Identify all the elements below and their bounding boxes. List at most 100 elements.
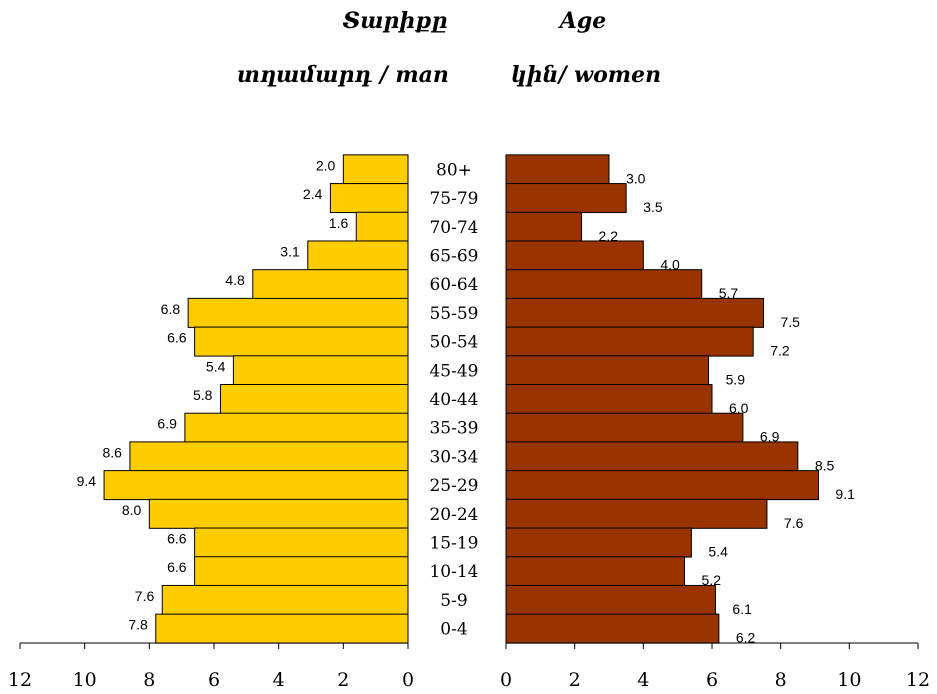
age-category-label: 50-54 <box>429 333 478 353</box>
men-value-label: 8.0 <box>122 502 142 518</box>
women-bar <box>505 441 799 472</box>
women-x-tick-label: 0 <box>500 669 512 691</box>
age-category-label: 35-39 <box>429 419 478 439</box>
men-value-label: 3.1 <box>280 243 300 259</box>
women-bar <box>505 613 720 644</box>
age-category-label: 10-14 <box>429 562 478 582</box>
men-bar <box>194 556 409 587</box>
men-bar <box>184 412 409 443</box>
women-value-label: 5.2 <box>702 572 722 588</box>
women-x-tick-label: 2 <box>569 669 581 691</box>
women-x-tick-label: 8 <box>775 669 787 691</box>
women-value-label: 5.4 <box>708 544 728 560</box>
women-bar <box>505 527 692 558</box>
men-value-label: 5.4 <box>206 358 226 374</box>
age-category-label: 15-19 <box>429 534 478 554</box>
women-bar <box>505 297 764 328</box>
men-value-label: 5.8 <box>193 387 213 403</box>
women-value-label: 6.2 <box>736 630 756 646</box>
header-women-label: կին/ women <box>511 62 661 88</box>
men-bar <box>219 384 409 414</box>
men-bar <box>194 326 409 357</box>
women-bar <box>505 384 713 414</box>
women-bar <box>505 412 744 443</box>
age-category-label: 40-44 <box>429 390 478 410</box>
women-value-label: 2.2 <box>599 228 619 244</box>
men-value-label: 1.6 <box>329 215 349 231</box>
men-x-tick-label: 6 <box>208 669 220 691</box>
men-bar <box>329 183 409 214</box>
women-value-label: 7.6 <box>784 515 804 531</box>
women-value-label: 4.0 <box>660 256 680 272</box>
age-category-label: 20-24 <box>429 505 478 525</box>
header-men-label: տղամարդ / man <box>237 62 449 88</box>
women-x-tick-label: 10 <box>837 669 861 691</box>
women-x-tick-label: 12 <box>906 669 930 691</box>
men-bar <box>129 441 409 472</box>
age-category-label: 25-29 <box>429 476 478 496</box>
men-x-tick-label: 2 <box>337 669 349 691</box>
men-value-label: 6.8 <box>161 301 181 317</box>
men-bar <box>187 297 409 328</box>
age-category-label: 5-9 <box>440 591 467 611</box>
men-bar <box>161 584 409 615</box>
men-bar <box>355 211 409 242</box>
age-category-label: 70-74 <box>429 218 478 238</box>
men-x-tick-label: 8 <box>143 669 155 691</box>
women-value-label: 6.9 <box>760 429 780 445</box>
women-bar <box>505 498 768 529</box>
women-value-label: 3.5 <box>643 199 663 215</box>
women-value-label: 5.9 <box>726 371 746 387</box>
men-value-label: 7.6 <box>135 588 155 604</box>
women-bar <box>505 326 754 357</box>
men-value-label: 4.8 <box>225 272 245 288</box>
men-value-label: 6.6 <box>167 531 187 547</box>
age-category-label: 75-79 <box>429 189 478 209</box>
women-value-label: 3.0 <box>626 170 646 186</box>
age-category-label: 65-69 <box>429 246 478 266</box>
men-value-label: 8.6 <box>102 444 122 460</box>
header-age-english: Age <box>558 8 606 34</box>
women-bar <box>505 211 583 242</box>
women-bar <box>505 470 819 501</box>
men-bar <box>148 498 409 529</box>
women-bar <box>505 240 644 271</box>
men-bar <box>103 470 409 501</box>
women-value-label: 6.1 <box>732 601 752 617</box>
women-bar <box>505 556 686 587</box>
men-bar <box>252 269 409 300</box>
age-category-label: 0-4 <box>440 620 467 640</box>
men-bar <box>342 154 409 185</box>
women-bar <box>505 355 710 386</box>
women-bar <box>505 584 716 615</box>
men-value-label: 6.6 <box>167 330 187 346</box>
men-bar <box>307 240 409 271</box>
women-x-tick-label: 6 <box>706 669 718 691</box>
age-category-label: 55-59 <box>429 304 478 324</box>
women-value-label: 8.5 <box>815 457 835 473</box>
header-age-armenian: Տարիքը <box>342 8 447 34</box>
women-value-label: 5.7 <box>719 285 739 301</box>
men-x-tick-label: 10 <box>73 669 97 691</box>
men-value-label: 2.4 <box>303 186 323 202</box>
age-category-label: 45-49 <box>429 361 478 381</box>
men-x-tick-label: 12 <box>8 669 32 691</box>
women-bar <box>505 154 610 185</box>
men-bar <box>232 355 409 386</box>
age-category-label: 60-64 <box>429 275 478 295</box>
women-value-label: 7.5 <box>781 314 801 330</box>
men-value-label: 6.9 <box>157 416 177 432</box>
women-bar <box>505 183 627 214</box>
men-bar <box>194 527 409 558</box>
men-bar <box>155 613 409 644</box>
women-x-tick-label: 4 <box>637 669 649 691</box>
men-x-tick-label: 0 <box>402 669 414 691</box>
men-value-label: 7.8 <box>128 617 148 633</box>
men-value-label: 2.0 <box>316 157 336 173</box>
women-value-label: 9.1 <box>835 486 855 502</box>
women-value-label: 7.2 <box>770 343 790 359</box>
age-category-label: 80+ <box>436 160 472 180</box>
men-value-label: 6.6 <box>167 559 187 575</box>
women-bar <box>505 269 703 300</box>
men-value-label: 9.4 <box>77 473 97 489</box>
